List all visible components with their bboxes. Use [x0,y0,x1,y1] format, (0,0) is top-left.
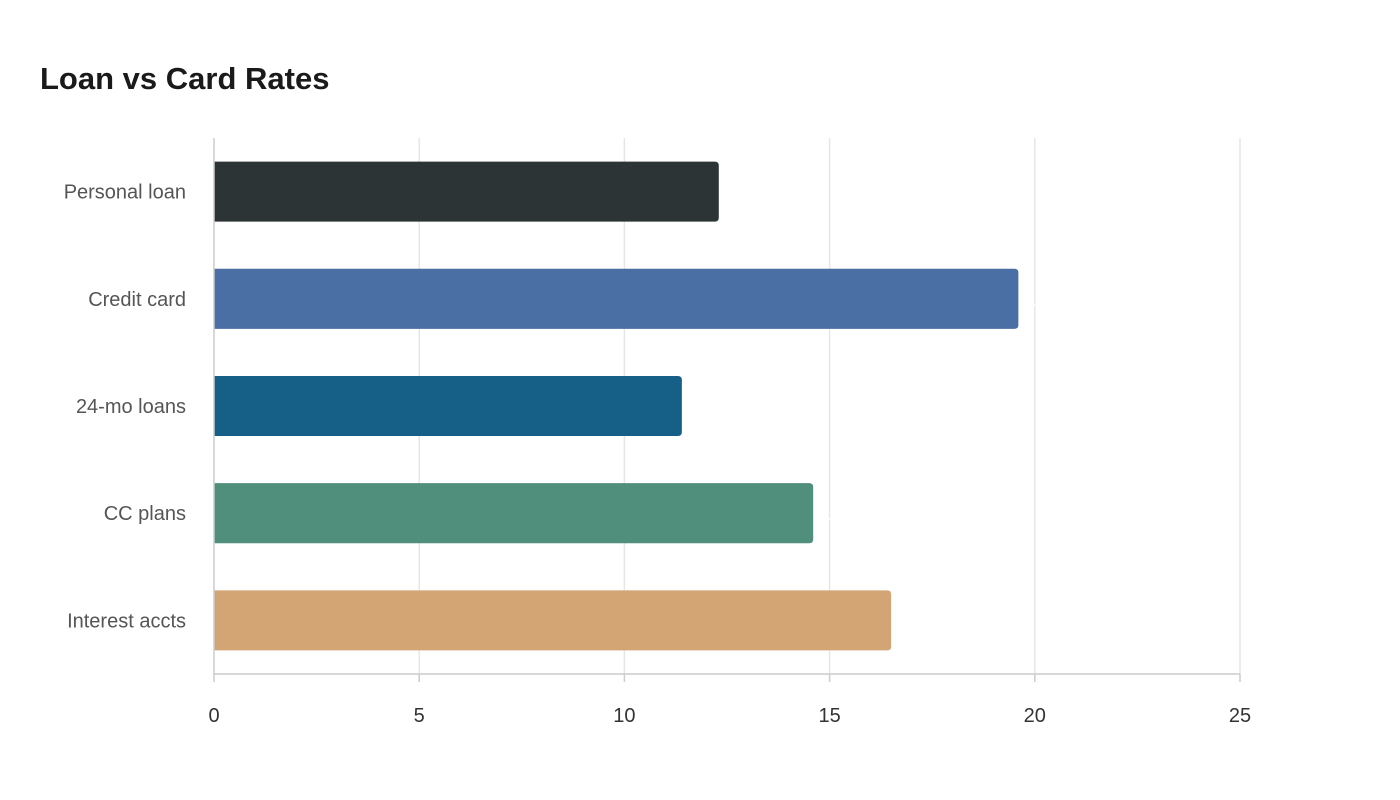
bar-interest-accts [214,590,892,651]
category-label: 24-mo loans [76,396,186,418]
x-tick-label: 0 [208,705,219,727]
x-tick-label: 5 [414,705,425,727]
bars [214,161,1019,651]
value-label: 16.5 [897,610,936,632]
value-label: 11.4 [688,396,727,418]
axes [213,138,1241,682]
category-label: Credit card [88,289,186,311]
x-tick-label: 15 [818,705,840,727]
value-label: 19.6 [1024,289,1063,311]
value-label: 14.6 [819,503,858,525]
bar-cc-plans [214,483,814,544]
category-label: Interest accts [67,610,186,632]
bar-personal-loan [214,161,719,222]
chart-title: Loan vs Card Rates [40,61,330,96]
category-label: CC plans [104,503,186,525]
category-label: Personal loan [64,182,186,204]
x-tick-label: 20 [1024,705,1046,727]
bar-credit-card [214,268,1019,329]
bar-24-mo-loans [214,375,682,437]
value-label: 12.3 [725,182,764,204]
x-tick-label: 25 [1229,705,1251,727]
labels: 0 5 10 15 20 25 Personal loan 12.3 Credit card 19… [64,182,1251,727]
x-tick-label: 10 [613,705,635,727]
